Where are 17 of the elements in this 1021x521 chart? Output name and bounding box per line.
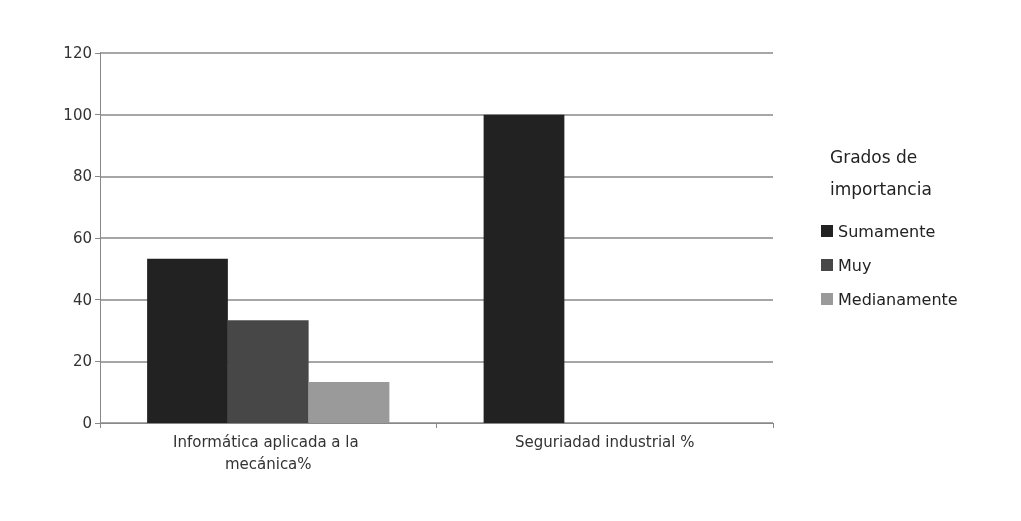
bar <box>147 258 228 423</box>
legend-label: Sumamente <box>838 221 936 241</box>
legend-label: Muy <box>838 255 872 275</box>
bar <box>308 381 390 423</box>
y-tick-label: 0 <box>82 414 92 432</box>
bar <box>227 320 309 423</box>
y-tick-label: 100 <box>63 105 92 124</box>
bar <box>483 114 565 423</box>
y-tick-label: 120 <box>63 44 92 62</box>
y-tick-label: 60 <box>72 229 92 247</box>
legend-title: Grados de importancia <box>830 147 932 199</box>
y-tick-label: 20 <box>72 352 92 371</box>
legend-label: Medianamente <box>838 289 958 309</box>
x-tick-label: Informática aplicada a la mecánica% <box>173 433 364 473</box>
y-tick-label: 40 <box>72 290 92 309</box>
x-tick-label: Seguriadad industrial % <box>515 433 695 451</box>
y-tick-label: 80 <box>72 167 92 186</box>
